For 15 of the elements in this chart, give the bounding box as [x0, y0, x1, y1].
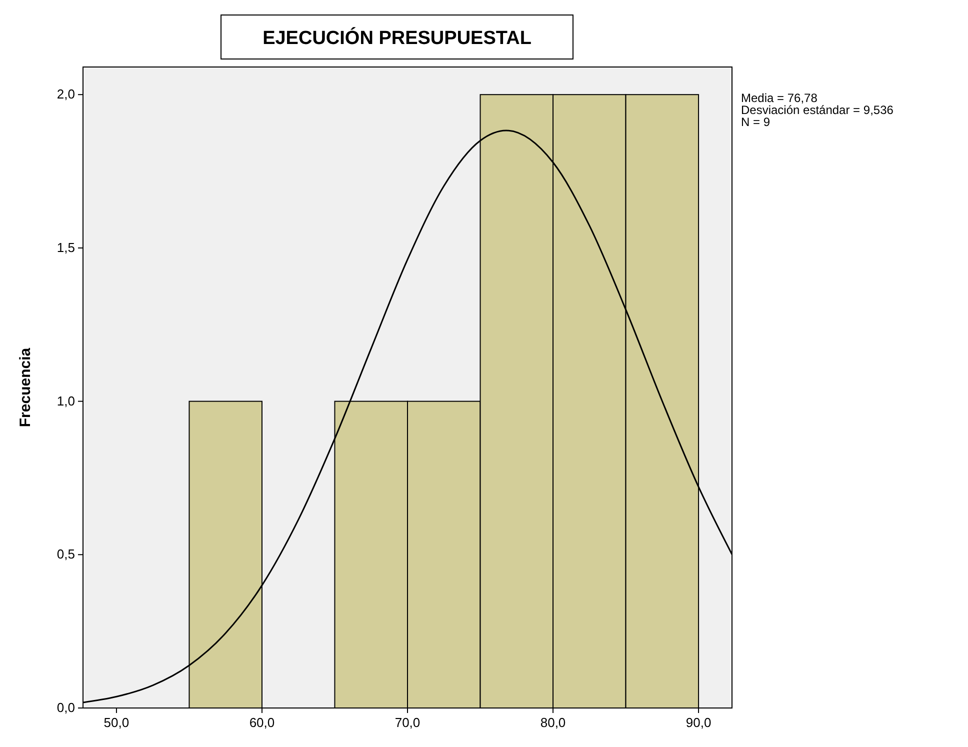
- y-tick-label: 0,5: [56, 546, 75, 562]
- x-tick-label: 60,0: [249, 715, 275, 730]
- x-tick-label: 90,0: [686, 715, 712, 730]
- y-axis-title: Frecuencia: [17, 347, 34, 428]
- text: Desviación estándar = 9,536: [741, 103, 894, 117]
- text: Media = 76,78: [741, 91, 818, 105]
- text: N = 9: [741, 115, 770, 129]
- y-tick-label: 1,5: [56, 240, 75, 255]
- y-tick-label: 1,0: [56, 393, 75, 408]
- y-tick-label: 0,0: [56, 700, 75, 715]
- x-tick-label: 70,0: [394, 715, 420, 730]
- y-tick-label: 2,0: [56, 86, 75, 102]
- x-tick-label: 80,0: [540, 715, 566, 730]
- x-tick-label: 50,0: [104, 715, 130, 730]
- chart-title: EJECUCIÓN PRESUPUESTAL: [262, 27, 532, 49]
